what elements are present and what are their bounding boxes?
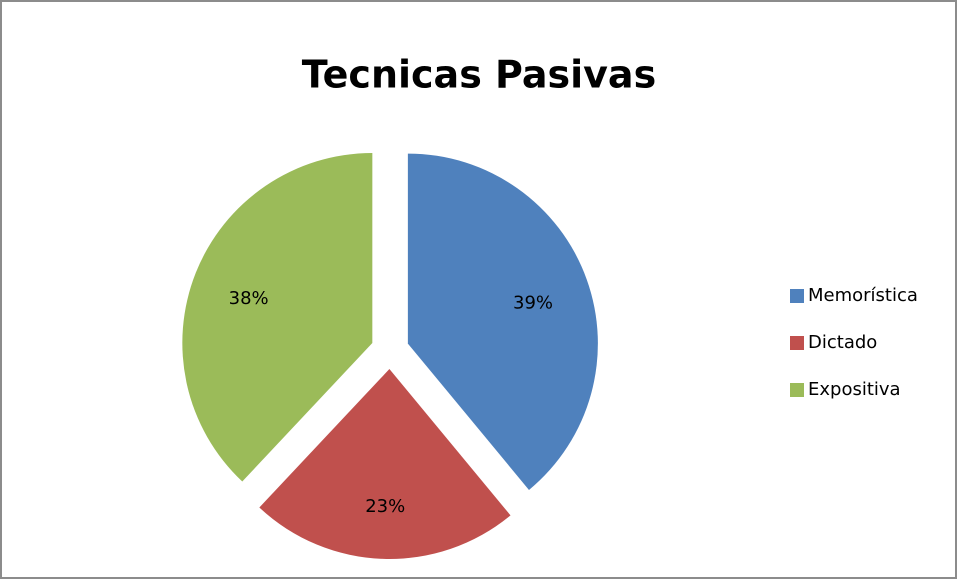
pie-slice xyxy=(407,153,598,490)
legend-swatch xyxy=(790,289,804,303)
legend-label: Expositiva xyxy=(808,379,901,400)
pie-slice xyxy=(259,368,511,559)
legend-label: Memorística xyxy=(808,285,918,306)
legend-label: Dictado xyxy=(808,332,877,353)
chart-title: Tecnicas Pasivas xyxy=(302,53,656,97)
legend-swatch xyxy=(790,383,804,397)
pie-slice xyxy=(182,153,373,482)
data-label: 23% xyxy=(365,496,405,517)
legend-swatch xyxy=(790,336,804,350)
data-label: 39% xyxy=(513,293,553,314)
data-label: 38% xyxy=(229,288,269,309)
